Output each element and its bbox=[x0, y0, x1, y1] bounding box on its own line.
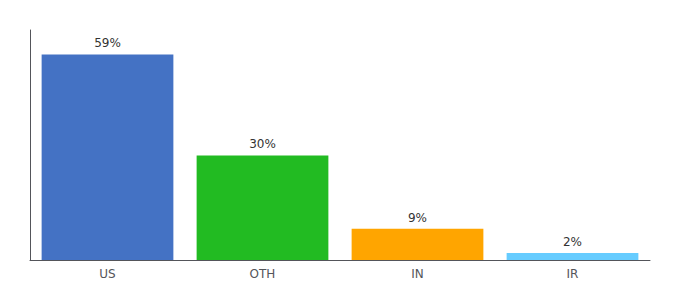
svg-text:IR: IR bbox=[567, 267, 579, 281]
svg-text:IN: IN bbox=[411, 267, 424, 281]
svg-text:2%: 2% bbox=[563, 235, 582, 249]
svg-text:OTH: OTH bbox=[250, 267, 276, 281]
svg-text:30%: 30% bbox=[249, 137, 276, 151]
svg-text:59%: 59% bbox=[94, 36, 121, 50]
svg-text:9%: 9% bbox=[408, 211, 427, 225]
svg-text:US: US bbox=[99, 267, 115, 281]
